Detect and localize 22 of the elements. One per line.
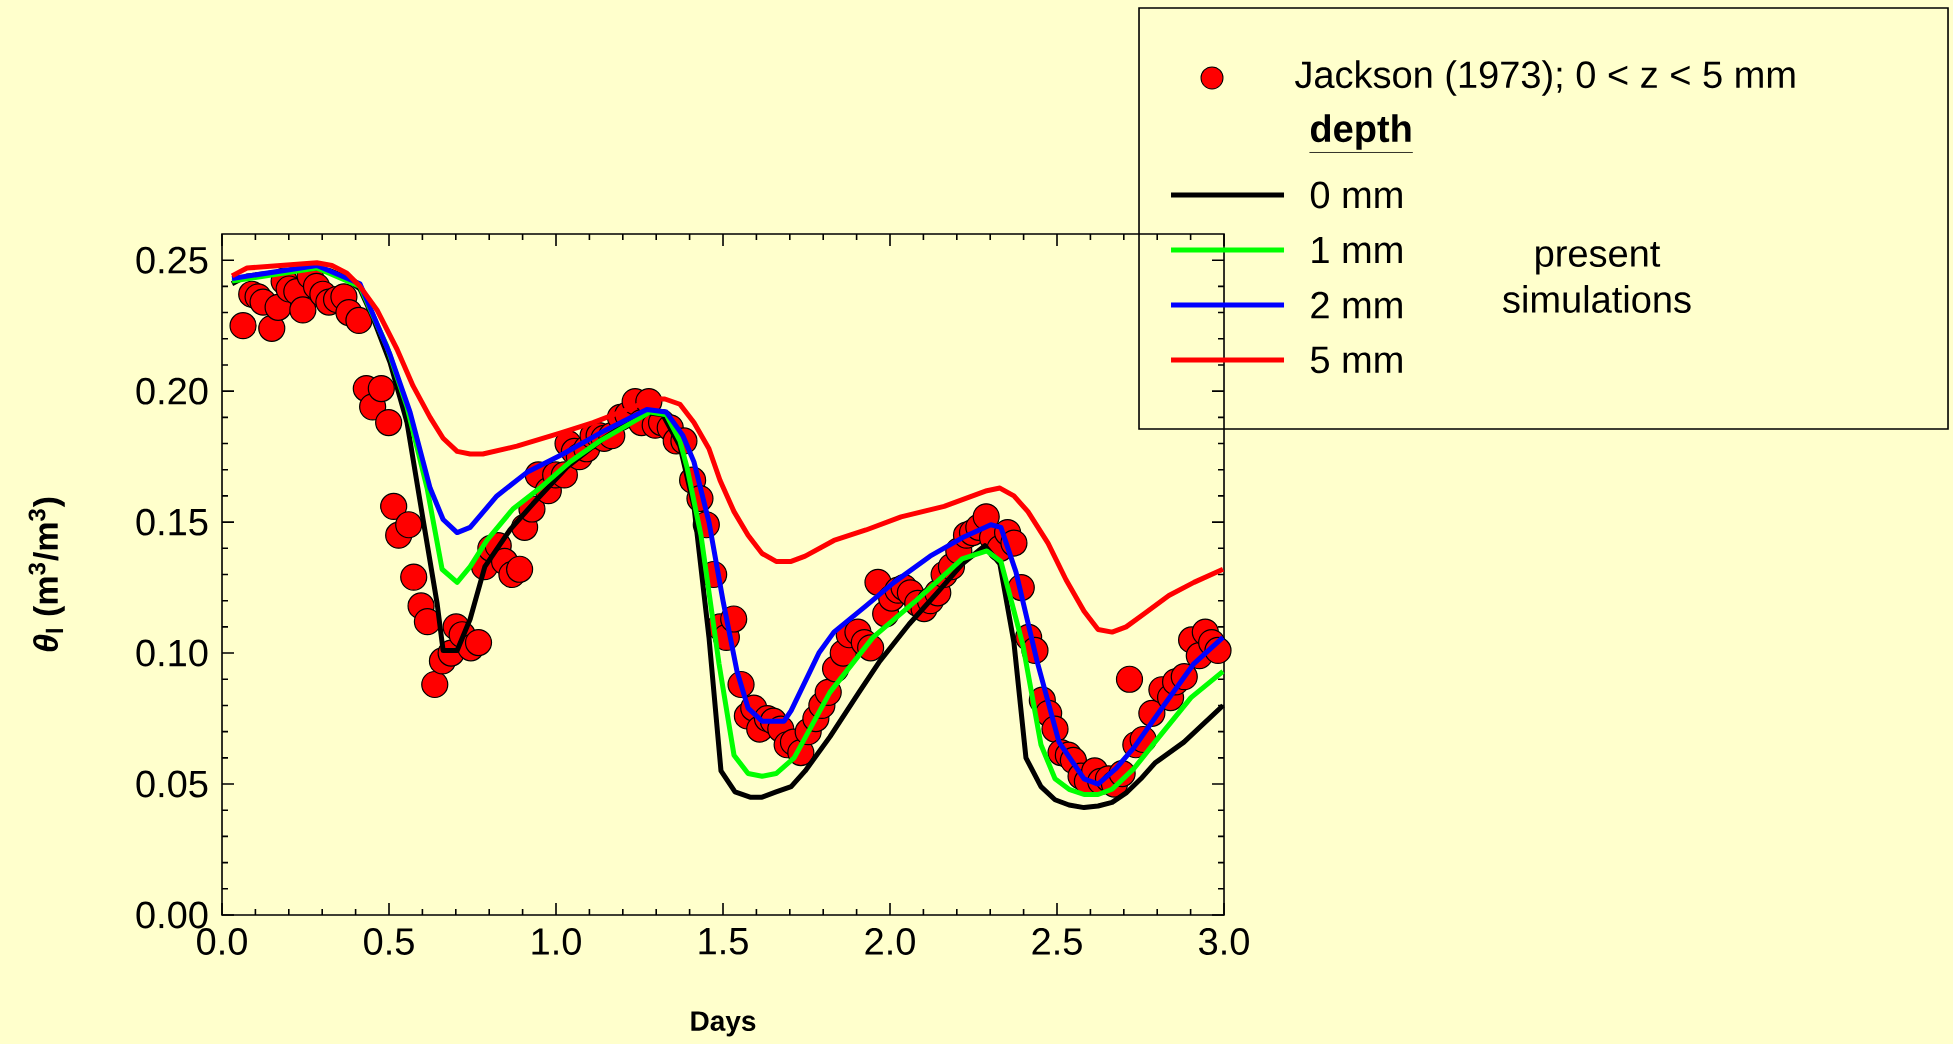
y-tick-label: 0.15 <box>136 508 208 536</box>
x-axis-title: Days <box>691 1011 756 1037</box>
y-tick-label: 0.25 <box>136 246 208 274</box>
y-tick-label: 0.00 <box>136 901 208 929</box>
y-tick-label: 0.05 <box>136 770 208 798</box>
legend-label: 0 mm <box>1310 181 1402 209</box>
x-tick-label: 3.0 <box>1199 927 1249 955</box>
x-tick-label: 0.0 <box>197 927 247 955</box>
legend-title: depth <box>1310 114 1411 150</box>
text: present simulations <box>1503 241 1691 313</box>
x-tick-label: 0.5 <box>364 927 414 955</box>
y-tick-label: 0.10 <box>136 639 208 667</box>
x-tick-label: 2.5 <box>1032 927 1082 955</box>
y-tick-label: 0.20 <box>136 377 208 405</box>
x-tick-label: 1.5 <box>699 928 748 955</box>
y-axis-title: θ$_{l}$ (m$^{3}$/m$^{3}$) <box>28 497 65 652</box>
legend-label: Jackson (1973); 0 < z < 5 mm <box>1295 60 1795 96</box>
legend-label: 5 mm <box>1310 346 1402 374</box>
x-tick-label: 1.0 <box>532 927 581 955</box>
x-tick-label: 2.0 <box>865 927 915 955</box>
legend-label: 2 mm <box>1311 291 1402 319</box>
legend-label: 1 mm <box>1312 236 1402 263</box>
